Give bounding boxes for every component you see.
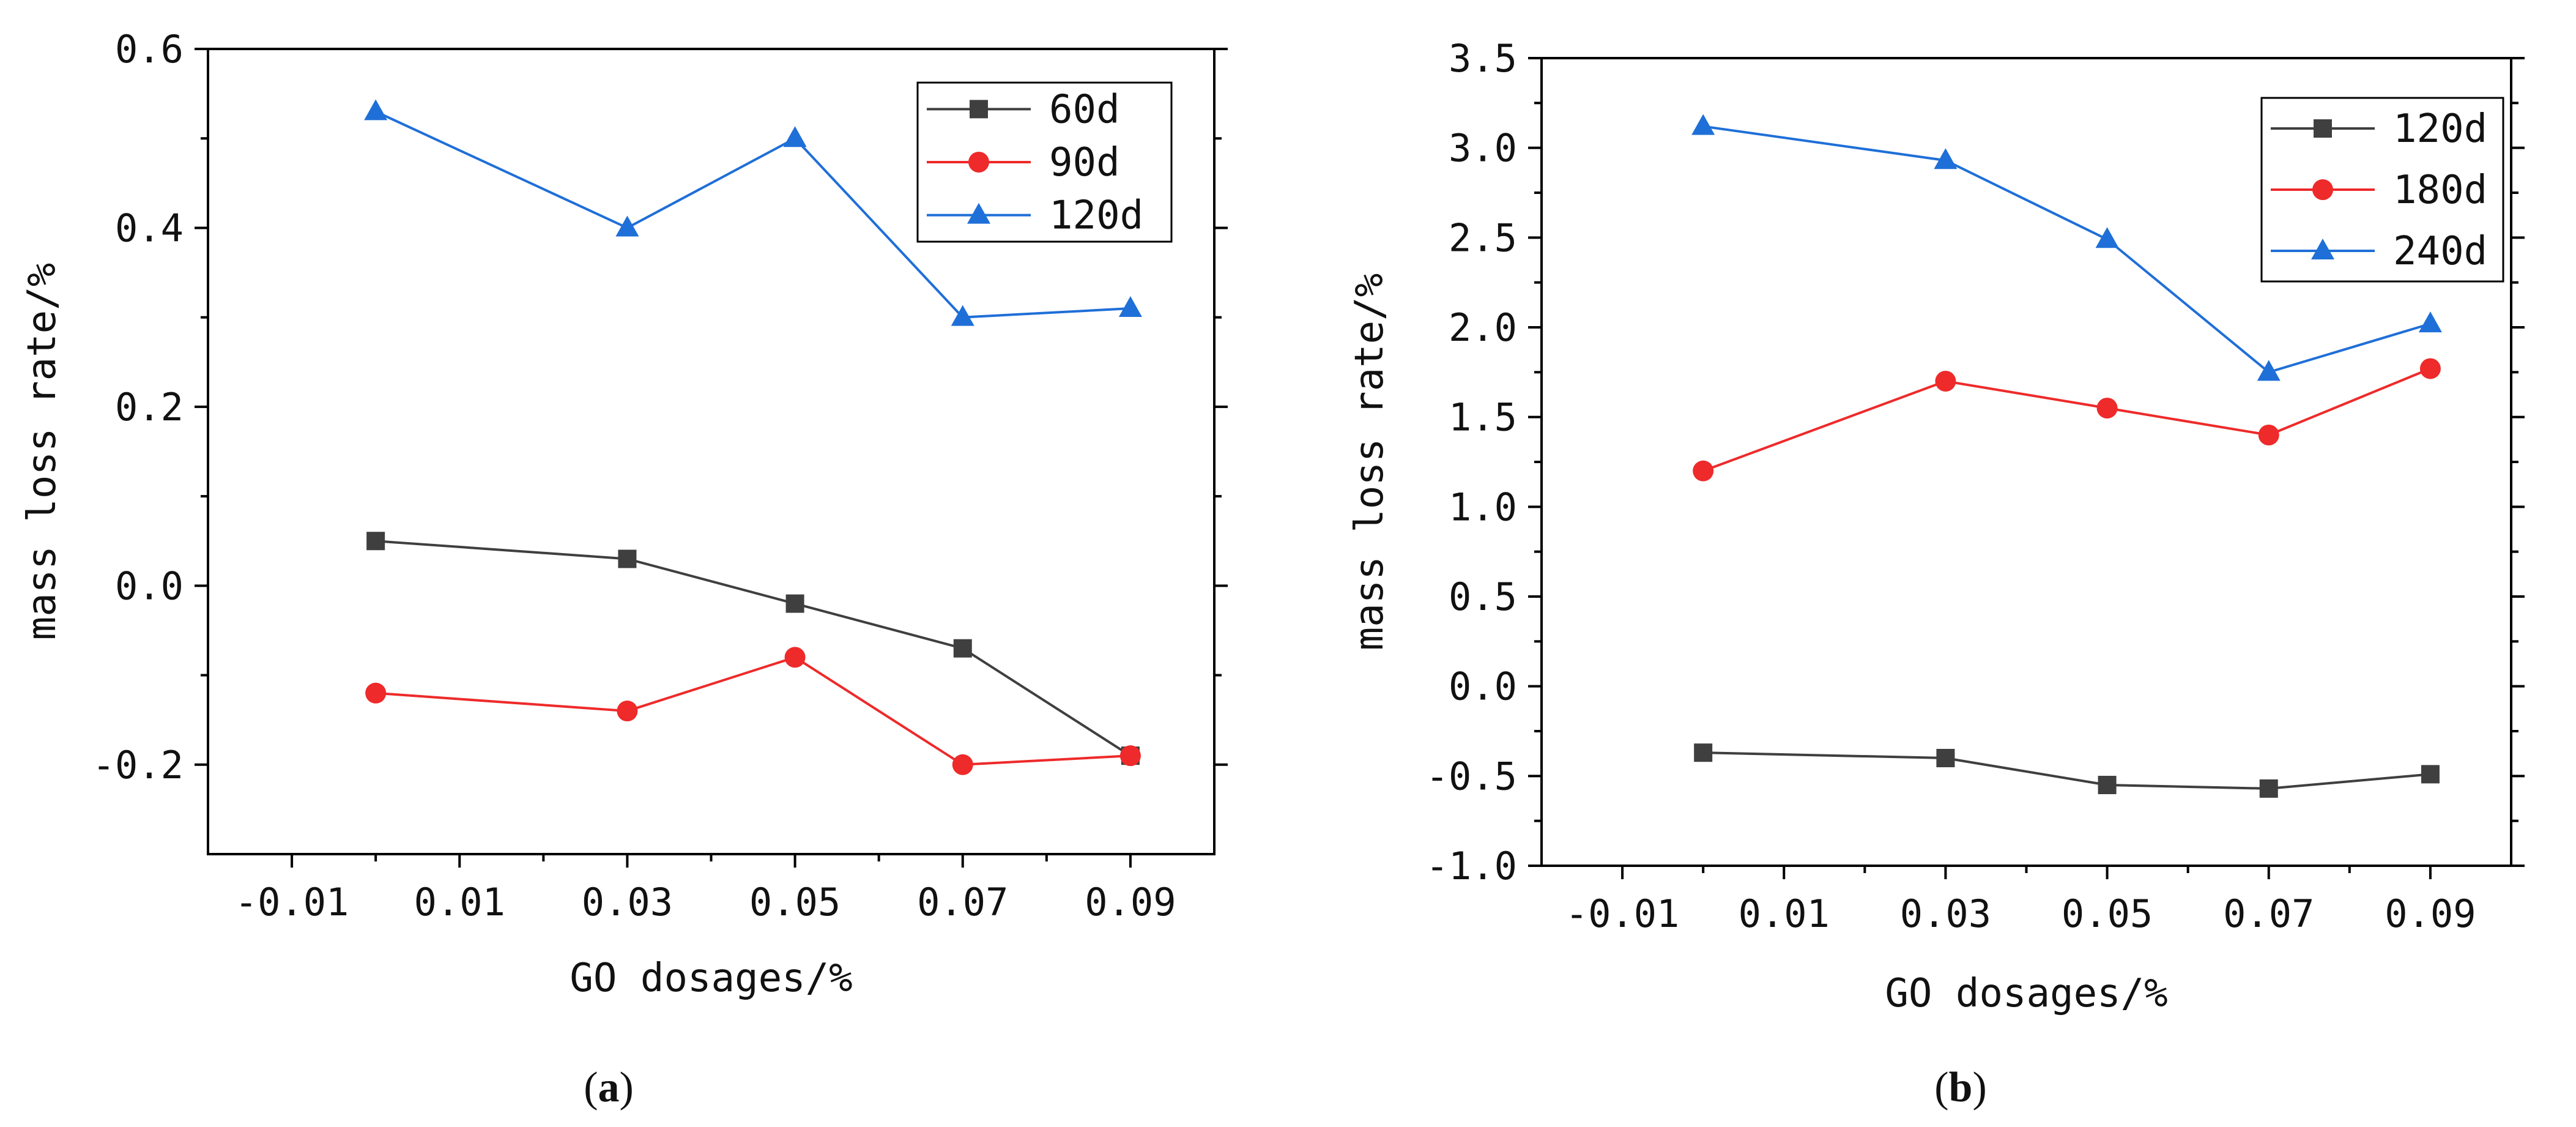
y-tick-label: 0.5: [1449, 575, 1517, 619]
x-tick-labels: -0.01 0.01 0.03 0.05 0.07 0.09: [1565, 891, 2476, 936]
legend-label-60d: 60d: [1049, 87, 1120, 132]
x-tick-label: 0.09: [1085, 880, 1176, 924]
y-axis-title: mass loss rate/%: [20, 263, 65, 641]
y-tick-label: 3.0: [1449, 126, 1517, 171]
y-tick-label: 3.5: [1449, 36, 1517, 81]
y-tick-label: 2.5: [1449, 215, 1517, 260]
x-tick-label: 0.05: [749, 880, 841, 924]
data-point-90d: [617, 701, 638, 722]
data-point-240d: [2257, 360, 2281, 381]
legend-marker-90d: [968, 152, 989, 173]
y-tick-label: 2.0: [1449, 305, 1517, 350]
data-point-120d: [783, 126, 807, 147]
data-point-120d: [2098, 776, 2117, 794]
data-point-120d: [1936, 749, 1955, 767]
y-tick-label: -0.5: [1426, 754, 1517, 798]
legend: 120d 180d 240d: [2260, 97, 2504, 283]
data-point-90d: [1119, 745, 1141, 767]
y-tick-labels: -1.0 -0.5 0.0 0.5 1.0 1.5 2.0 2.5 3.0 3.5: [1426, 36, 1517, 888]
panel-caption: (b): [1934, 1064, 1987, 1111]
data-point-180d: [2419, 358, 2441, 379]
x-tick-labels: -0.01 0.01 0.03 0.05 0.07 0.09: [235, 880, 1176, 924]
y-tick-label: 0.2: [115, 385, 184, 430]
legend-label-240d: 240d: [2393, 229, 2487, 274]
data-point-240d: [2095, 227, 2119, 248]
data-point-120d: [2259, 779, 2278, 798]
legend-marker-180d: [2312, 179, 2333, 200]
x-tick-label: 0.07: [2223, 891, 2314, 936]
data-point-60d: [785, 594, 804, 613]
legend-label-120d: 120d: [1049, 193, 1143, 239]
legend-marker-60d: [970, 100, 988, 119]
series-line-120d: [1703, 751, 2431, 790]
data-point-240d: [2418, 311, 2442, 333]
data-point-180d: [2096, 398, 2118, 418]
x-tick-label: 0.03: [582, 880, 673, 924]
data-point-90d: [365, 682, 387, 704]
data-point-240d: [1934, 148, 1958, 169]
legend-marker-240d: [2311, 239, 2334, 259]
data-point-120d: [1694, 743, 1713, 762]
legend-marker-120d: [2314, 119, 2332, 138]
legend-label-90d: 90d: [1049, 140, 1120, 185]
data-point-180d: [1935, 371, 1956, 392]
legend-marker-120d: [967, 203, 990, 224]
x-tick-label: -0.01: [1565, 891, 1680, 936]
x-tick-label: 0.05: [2062, 891, 2153, 936]
x-tick-label: 0.07: [917, 880, 1008, 924]
data-point-60d: [953, 639, 972, 658]
y-tick-label: 0.4: [115, 206, 184, 250]
y-axis-title: mass loss rate/%: [1347, 273, 1392, 651]
data-point-120d: [364, 99, 388, 121]
data-point-240d: [1691, 114, 1715, 135]
y-tick-label: 0.0: [1449, 664, 1517, 709]
legend: 60d 90d 120d: [916, 81, 1173, 243]
legend-label-180d: 180d: [2393, 168, 2487, 213]
series-line-90d: [376, 656, 1131, 766]
series-layer: [364, 99, 1142, 775]
y-tick-label: 0.6: [115, 27, 184, 72]
data-point-120d: [951, 305, 974, 326]
y-tick-label: 1.0: [1449, 485, 1517, 529]
data-point-180d: [2258, 425, 2279, 445]
chart-panel-b: -1.0 -0.5 0.0 0.5 1.0 1.5 2.0 2.5 3.0 3.5 -0.01 0.…: [1347, 36, 2525, 1111]
data-point-90d: [784, 647, 806, 668]
x-tick-label: 0.03: [1900, 891, 1991, 936]
data-point-120d: [615, 215, 639, 237]
x-tick-label: 0.09: [2385, 891, 2476, 936]
y-tick-label: 1.5: [1449, 395, 1517, 440]
x-tick-label: -0.01: [235, 880, 349, 924]
y-tick-label: 0.0: [115, 564, 184, 608]
legend-label-120d: 120d: [2393, 106, 2487, 152]
series-layer: [1691, 114, 2442, 798]
data-point-60d: [618, 549, 637, 568]
panel-caption-letter: a: [598, 1064, 620, 1111]
chart-panel-a: -0.2 0.0 0.2 0.4 0.6 -0.01 0.01 0.03 0.05 0.07 0.…: [20, 27, 1228, 1111]
x-axis-title: GO dosages/%: [1885, 971, 2167, 1016]
y-tick-label: -1.0: [1426, 844, 1517, 888]
x-axis-title: GO dosages/%: [570, 956, 852, 1001]
data-point-90d: [952, 754, 973, 775]
data-point-180d: [1693, 460, 1714, 482]
panel-caption-letter: b: [1949, 1064, 1973, 1111]
panel-caption: (a): [584, 1064, 634, 1111]
data-point-120d: [2421, 765, 2440, 784]
y-tick-label: -0.2: [92, 743, 184, 787]
y-tick-labels: -0.2 0.0 0.2 0.4 0.6: [92, 27, 184, 787]
x-tick-label: 0.01: [414, 880, 505, 924]
data-point-120d: [1118, 296, 1142, 318]
series-line-180d: [1702, 367, 2431, 472]
tick-marks: [195, 48, 1228, 868]
series-line-60d: [376, 540, 1131, 757]
data-point-60d: [366, 532, 385, 551]
tick-marks: [1528, 57, 2525, 879]
x-tick-label: 0.01: [1739, 891, 1830, 936]
